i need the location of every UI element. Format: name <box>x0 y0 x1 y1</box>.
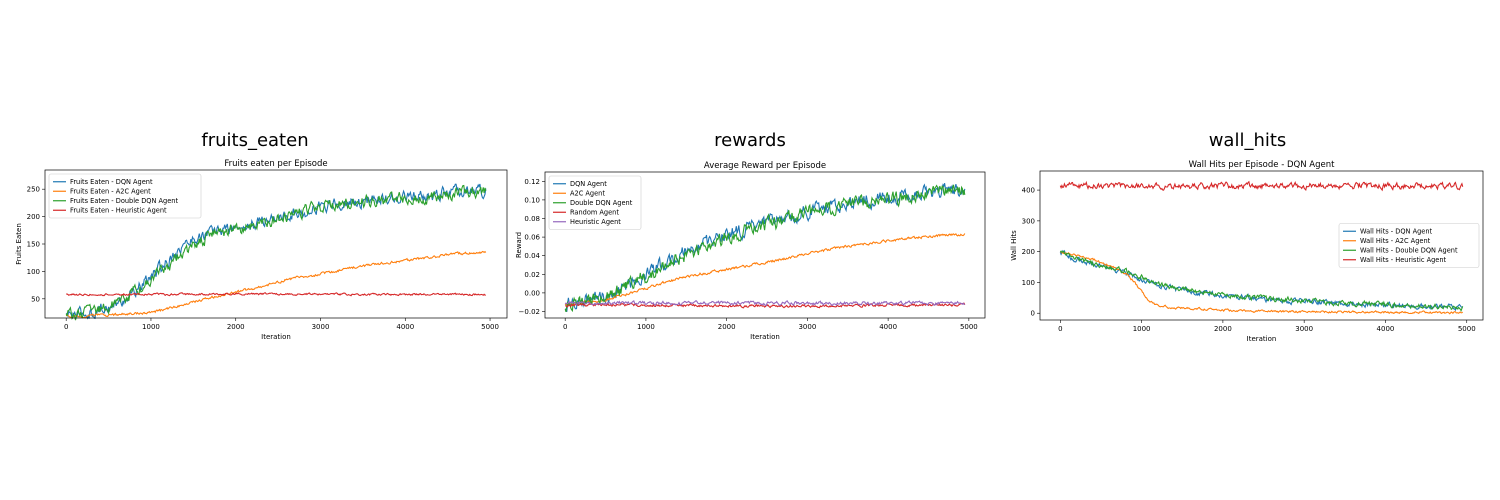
series-line <box>564 233 966 306</box>
chart-title: Fruits eaten per Episode <box>224 159 327 169</box>
legend-box <box>548 175 642 230</box>
x-tick-label: 4000 <box>879 323 897 331</box>
legend-label: Wall Hits - Double DQN Agent <box>1360 247 1458 255</box>
y-axis-label: Fruits Eaten <box>15 223 23 265</box>
y-tick-label: 200 <box>1022 248 1035 256</box>
legend-box <box>48 173 202 219</box>
x-tick-label: 5000 <box>1458 325 1476 333</box>
legend-label: Wall Hits - DQN Agent <box>1360 228 1433 236</box>
legend-label: Wall Hits - A2C Agent <box>1360 237 1431 245</box>
chart-title: Average Reward per Episode <box>704 161 826 171</box>
x-tick-label: 4000 <box>1377 325 1395 333</box>
y-tick-label: 0.08 <box>524 215 540 223</box>
y-tick-label: 0.00 <box>524 289 540 297</box>
series-line <box>564 183 966 312</box>
legend-label: Fruits Eaten - Double DQN Agent <box>70 197 178 205</box>
legend-label: DQN Agent <box>570 180 607 188</box>
panel-title: rewards <box>714 130 786 151</box>
series-line <box>564 300 965 307</box>
series-line <box>1059 250 1464 312</box>
legend-label: Fruits Eaten - DQN Agent <box>70 178 153 186</box>
y-axis-label: Reward <box>515 232 523 258</box>
plot-area <box>44 169 508 319</box>
x-axis-label: Iteration <box>261 333 291 341</box>
y-tick-label: 50 <box>31 295 40 303</box>
x-tick-label: 2000 <box>1214 325 1232 333</box>
series-line <box>66 292 486 297</box>
series-line <box>65 250 487 319</box>
y-tick-label: 400 <box>1022 187 1035 195</box>
legend-label: Random Agent <box>570 209 619 217</box>
y-tick-label: 0 <box>1031 310 1035 318</box>
y-tick-label: 100 <box>1022 279 1035 287</box>
x-axis-label: Iteration <box>750 333 780 341</box>
x-tick-label: 2000 <box>718 323 736 331</box>
y-tick-label: 100 <box>27 268 40 276</box>
x-tick-label: 5000 <box>960 323 978 331</box>
legend: Fruits Eaten - DQN Agent Fruits Eaten - A… <box>48 173 202 219</box>
y-tick-label: 0.10 <box>524 196 540 204</box>
series-line <box>565 302 966 309</box>
x-tick-label: 4000 <box>396 323 414 331</box>
x-tick-label: 1000 <box>637 323 655 331</box>
panel-rewards: rewards Average Reward per Episode 0 1000 2… <box>505 0 995 500</box>
x-tick-label: 0 <box>563 323 567 331</box>
x-axis-label: Iteration <box>1247 335 1277 343</box>
chart-title: Wall Hits per Episode - DQN Agent <box>1189 160 1336 170</box>
legend-box <box>1338 223 1480 268</box>
series-line <box>65 184 487 321</box>
panel-fruits-eaten: fruits_eaten Fruits eaten per Episode 0 10… <box>15 0 508 500</box>
y-tick-label: 250 <box>27 186 40 194</box>
panel-title: fruits_eaten <box>201 130 309 151</box>
y-tick-label: 0.12 <box>524 178 540 186</box>
legend-label: Double DQN Agent <box>570 199 633 207</box>
legend-label: A2C Agent <box>570 190 605 198</box>
plot-area <box>544 171 986 319</box>
legend-label: Heuristic Agent <box>570 218 621 226</box>
y-tick-label: −0.02 <box>519 308 540 316</box>
legend-label: Fruits Eaten - A2C Agent <box>70 188 151 196</box>
x-tick-label: 5000 <box>481 323 499 331</box>
series-line <box>564 184 966 313</box>
y-tick-label: 150 <box>27 241 40 249</box>
panel-title: wall_hits <box>1208 130 1287 151</box>
x-tick-label: 0 <box>1058 325 1062 333</box>
x-tick-label: 2000 <box>227 323 245 331</box>
y-tick-label: 300 <box>1022 217 1035 225</box>
chart-rewards: Average Reward per Episode 0 1000 2000 3000 4… <box>515 161 986 341</box>
legend-label: Wall Hits - Heuristic Agent <box>1360 256 1447 264</box>
x-tick-label: 3000 <box>312 323 330 331</box>
plot-area <box>1039 170 1484 321</box>
x-tick-label: 0 <box>64 323 68 331</box>
y-tick-label: 0.06 <box>524 234 540 242</box>
chart-fruits-eaten: Fruits eaten per Episode 0 1000 2000 3000 400… <box>15 159 508 341</box>
y-tick-label: 0.04 <box>524 252 540 260</box>
x-tick-label: 3000 <box>1295 325 1313 333</box>
x-tick-label: 3000 <box>798 323 816 331</box>
panel-wall-hits: wall_hits Wall Hits per Episode - DQN Ag… <box>1005 0 1490 500</box>
y-axis-label: Wall Hits <box>1010 230 1018 261</box>
x-tick-label: 1000 <box>142 323 160 331</box>
x-tick-label: 1000 <box>1133 325 1151 333</box>
y-tick-label: 200 <box>27 213 40 221</box>
legend-label: Fruits Eaten - Heuristic Agent <box>70 207 167 215</box>
series-line <box>1060 251 1464 315</box>
y-tick-label: 0.02 <box>524 271 540 279</box>
series-line <box>1059 180 1464 192</box>
